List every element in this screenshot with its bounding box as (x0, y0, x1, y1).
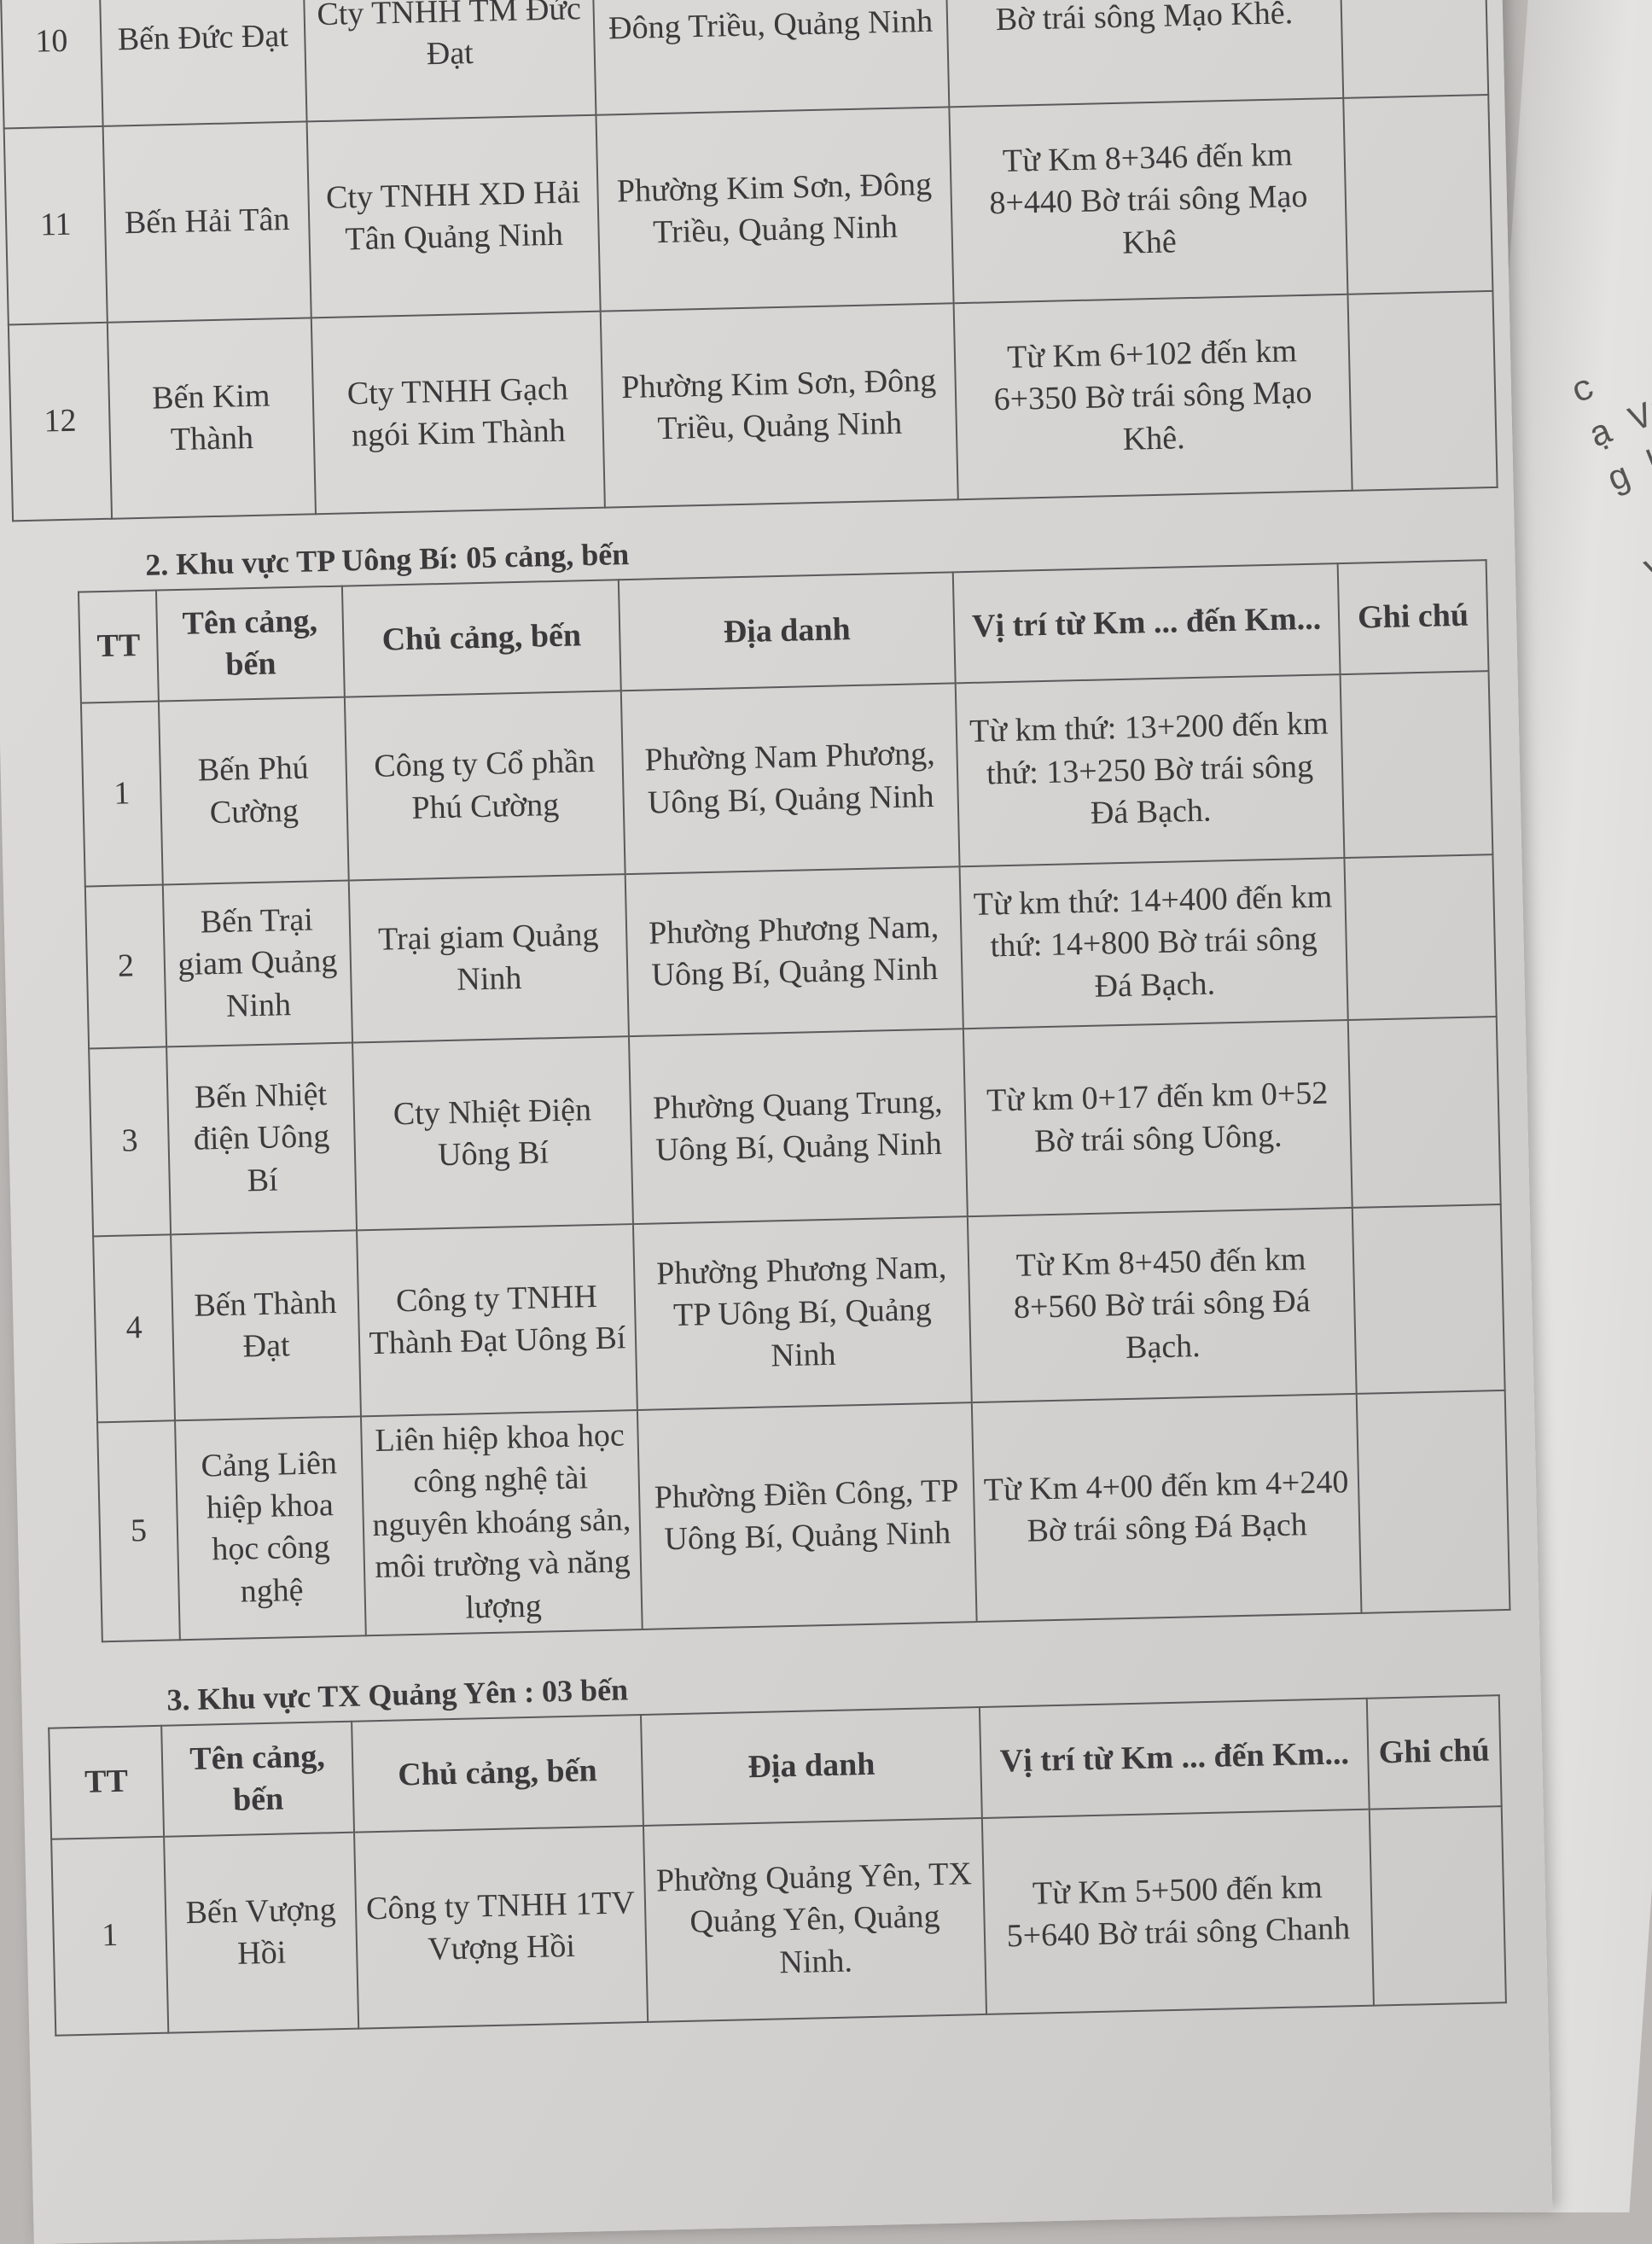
cell-name: Bến Kim Thành (107, 318, 316, 519)
cell-name: Bến Phú Cường (158, 697, 349, 885)
cell-tt: 1 (80, 701, 163, 887)
table-row: 3 Bến Nhiệt điện Uông Bí Cty Nhiệt Điện Uô… (89, 1017, 1501, 1237)
cell-tt: 10 (0, 0, 103, 129)
table-row: 1 Bến Phú Cường Công ty Cổ phần Phú Cường P… (80, 671, 1493, 887)
cell-note (1352, 1204, 1505, 1394)
cell-km: Từ Km 6+102 đến km 6+350 Bờ trái sông Mạ… (953, 294, 1352, 500)
column-header-name: Tên cảng, bến (155, 586, 345, 702)
cell-km: Từ Km 4+00 đến km 4+240 Bờ trái sông Đá … (971, 1393, 1362, 1623)
cell-location: Phường Kim Sơn, Đông Triều, Quảng Ninh (600, 303, 958, 508)
cell-owner: Công ty TNHH 1TV Vượng Hồi (354, 1825, 649, 2029)
cell-name: Cảng Liên hiệp khoa học công nghệ (175, 1416, 366, 1641)
column-header-owner: Chủ cảng, bến (341, 580, 621, 697)
cell-km: Từ Km 8+450 đến km 8+560 Bờ trái sông Đá… (967, 1207, 1357, 1403)
column-header-name: Tên cảng, bến (161, 1721, 355, 1837)
column-header-note: Ghi chú (1337, 560, 1489, 675)
cell-tt: 3 (89, 1046, 172, 1237)
cell-note (1344, 854, 1497, 1021)
table-section-3: TT Tên cảng, bến Chủ cảng, bến Địa danh Vị t… (48, 1694, 1507, 2037)
cell-note (1343, 95, 1493, 294)
cell-owner: Cty TNHH XD Hải Tân Quảng Ninh (306, 114, 601, 318)
column-header-tt: TT (78, 590, 159, 703)
cell-owner: Công ty TNHH Thành Đạt Uông Bí (357, 1224, 637, 1417)
cell-km: Từ Km 5+500 đến km 5+640 Bờ trái sông Ch… (981, 1809, 1374, 2014)
column-header-owner: Chủ cảng, bến (352, 1715, 643, 1833)
cell-name: Bến Trại giam Quảng Ninh (162, 880, 353, 1047)
cell-tt: 12 (8, 322, 113, 522)
table-row: 4 Bến Thành Đạt Công ty TNHH Thành Đạt Uôn… (93, 1204, 1505, 1423)
cell-km: Từ Km 8+346 đến km 8+440 Bờ trái sông Mạ… (949, 97, 1348, 304)
cell-tt: 2 (84, 884, 167, 1049)
column-header-tt: TT (49, 1725, 165, 1839)
cell-owner: Liên hiệp khoa học công nghệ tài nguyên … (360, 1410, 643, 1636)
cell-note (1339, 0, 1489, 98)
cell-name: Bến Vượng Hồi (164, 1832, 359, 2033)
column-header-location: Địa danh (641, 1707, 982, 1826)
cell-location: Phường Phương Nam, TP Uông Bí, Quảng Nin… (632, 1216, 972, 1411)
cell-owner: Cty Nhiệt Điện Uông Bí (352, 1036, 633, 1231)
cell-location: Phường Nam Phương, Uông Bí, Quảng Ninh (620, 683, 960, 875)
cell-owner: Trại giam Quảng Ninh (348, 874, 629, 1043)
cell-tt: 5 (97, 1420, 180, 1642)
document-page: 10 Bến Đức Đạt Cty TNHH TM Đức Đạt Đông Tri… (0, 0, 1553, 2244)
cell-location: Phường Phương Nam, Uông Bí, Quảng Ninh (625, 866, 963, 1037)
table-row: 1 Bến Vượng Hồi Công ty TNHH 1TV Vượng Hồi… (51, 1806, 1506, 2036)
cell-note (1347, 290, 1498, 491)
table-row: 12 Bến Kim Thành Cty TNHH Gạch ngói Kim Th… (8, 290, 1498, 522)
cell-owner: Cty TNHH TM Đức Đạt (303, 0, 596, 122)
section-2-title: 2. Khu vực TP Uông Bí: 05 cảng, bến (144, 536, 630, 582)
table-row: 11 Bến Hải Tân Cty TNHH XD Hải Tân Quảng N… (3, 95, 1493, 325)
cell-note (1340, 671, 1493, 859)
cell-location: Phường Quang Trung, Uông Bí, Quảng Ninh (628, 1029, 968, 1225)
cell-note (1369, 1806, 1506, 2006)
cell-tt: 1 (51, 1836, 169, 2036)
cell-km: Từ km thứ: 14+400 đến km thứ: 14+800 Bờ … (959, 858, 1348, 1029)
cell-tt: 4 (93, 1234, 176, 1423)
table-section-1: 10 Bến Đức Đạt Cty TNHH TM Đức Đạt Đông Tri… (0, 0, 1498, 522)
cell-owner: Cty TNHH Gạch ngói Kim Thành (311, 311, 605, 515)
cell-note (1347, 1017, 1501, 1208)
cell-name: Bến Đức Đạt (99, 0, 307, 126)
column-header-location: Địa danh (618, 572, 956, 691)
cell-owner: Công ty Cổ phần Phú Cường (344, 691, 625, 881)
column-header-km: Vị trí từ Km ... đến Km... (979, 1698, 1370, 1818)
section-3-title: 3. Khu vực TX Quảng Yên : 03 bến (166, 1672, 629, 1717)
cell-note (1356, 1390, 1510, 1613)
table-row: 2 Bến Trại giam Quảng Ninh Trại giam Quảng… (84, 854, 1497, 1049)
cell-location: Phường Điền Công, TP Uông Bí, Quảng Ninh (637, 1402, 977, 1629)
cell-name: Bến Thành Đạt (171, 1230, 361, 1421)
cell-location: Phường Quảng Yên, TX Quảng Yên, Quảng Ni… (643, 1817, 987, 2022)
table-row: 5 Cảng Liên hiệp khoa học công nghệ Liên h… (97, 1390, 1510, 1642)
cell-location: Đông Triều, Quảng Ninh (591, 0, 950, 115)
cell-location: Phường Kim Sơn, Đông Triều, Quảng Ninh (596, 107, 954, 312)
cell-km: Từ km thứ: 13+200 đến km thứ: 13+250 Bờ … (955, 674, 1345, 867)
cell-km: Bờ trái sông Mạo Khê. (945, 0, 1344, 108)
cell-km: Từ km 0+17 đến km 0+52 Bờ trái sông Uông… (963, 1020, 1352, 1217)
cell-name: Bến Hải Tân (102, 121, 311, 323)
column-header-km: Vị trí từ Km ... đến Km... (952, 563, 1341, 684)
column-header-note: Ghi chú (1366, 1695, 1502, 1810)
cell-tt: 11 (3, 125, 108, 325)
table-section-2: TT Tên cảng, bến Chủ cảng, bến Địa danh Vị t… (78, 559, 1511, 1642)
cell-name: Bến Nhiệt điện Uông Bí (166, 1042, 358, 1235)
